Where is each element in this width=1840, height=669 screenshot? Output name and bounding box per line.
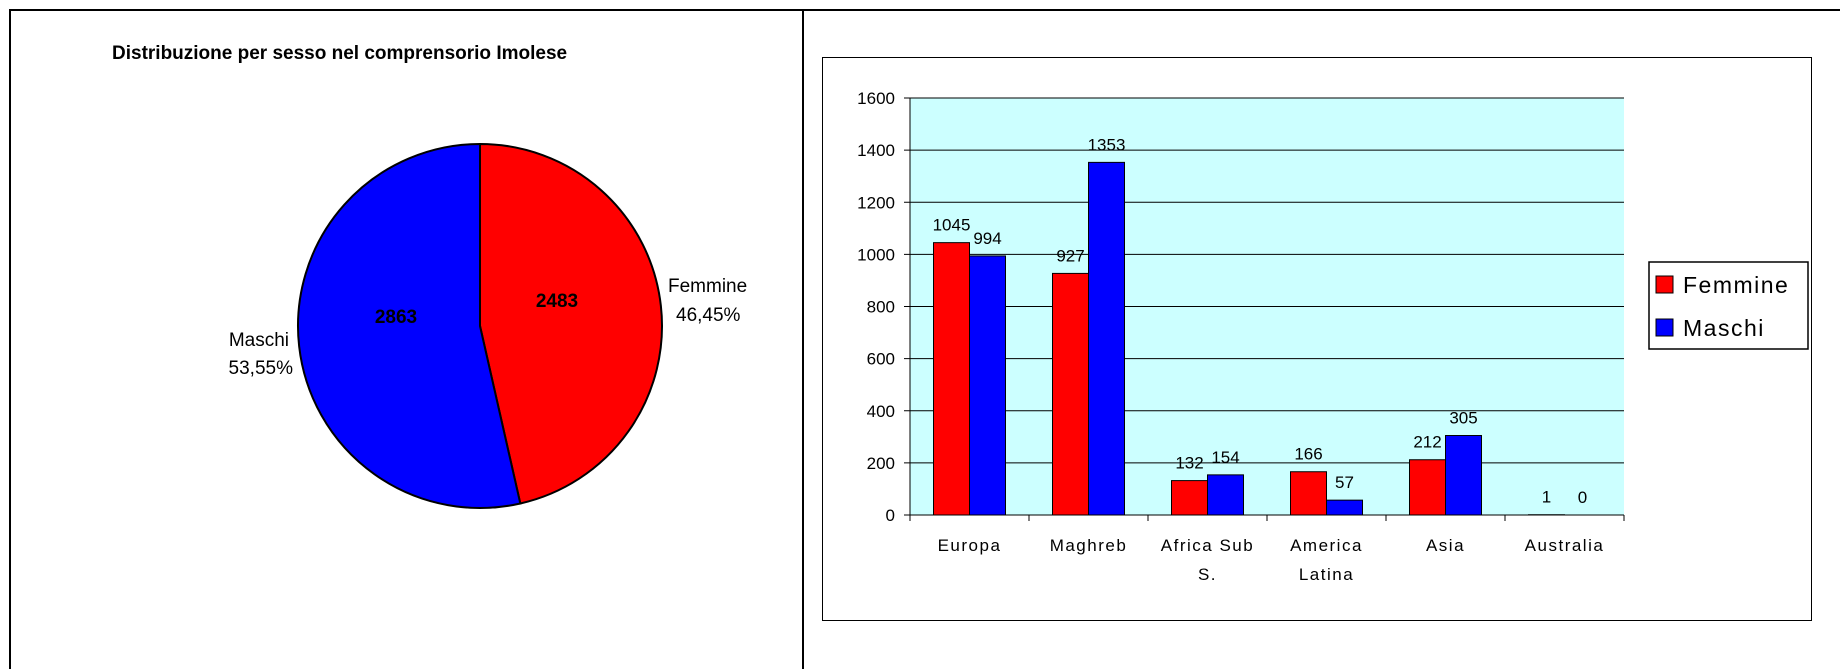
data-label-maschi: 154 (1211, 448, 1239, 467)
data-label-femmine: 1045 (933, 216, 971, 235)
data-label-maschi: 0 (1578, 488, 1587, 507)
y-tick-label: 1200 (857, 193, 895, 212)
legend: Femmine Maschi (1649, 262, 1808, 349)
x-category-label: Maghreb (1050, 536, 1128, 555)
x-category-label: Australia (1525, 536, 1605, 555)
y-tick-label: 400 (867, 402, 895, 421)
bar-femmine (1053, 273, 1089, 515)
y-tick-label: 1000 (857, 245, 895, 264)
data-label-femmine: 132 (1175, 454, 1203, 473)
legend-swatch-femmine (1656, 276, 1673, 293)
x-category-label: Europa (938, 536, 1002, 555)
data-label-maschi: 994 (973, 229, 1001, 248)
bar-femmine (1291, 472, 1327, 515)
bar-femmine (1172, 481, 1208, 515)
data-label-maschi: 1353 (1088, 135, 1126, 154)
y-tick-label: 1600 (857, 89, 895, 108)
bar-maschi (1208, 475, 1244, 515)
legend-swatch-maschi (1656, 319, 1673, 336)
bar-maschi (970, 256, 1006, 515)
y-tick-label: 1400 (857, 141, 895, 160)
x-category-label: Africa Sub (1161, 536, 1254, 555)
data-label-femmine: 927 (1056, 246, 1084, 265)
x-category-label: S. (1198, 565, 1217, 584)
x-category-label: Latina (1299, 565, 1354, 584)
legend-label-maschi: Maschi (1683, 315, 1765, 341)
data-label-femmine: 212 (1413, 433, 1441, 452)
bar-femmine (934, 243, 970, 515)
y-tick-label: 200 (867, 454, 895, 473)
bar-maschi (1446, 436, 1482, 515)
data-label-femmine: 166 (1294, 445, 1322, 464)
y-tick-label: 800 (867, 298, 895, 317)
data-label-maschi: 57 (1335, 473, 1354, 492)
bar-maschi (1089, 162, 1125, 515)
bar-femmine (1410, 460, 1446, 515)
y-tick-label: 0 (886, 506, 895, 525)
x-category-label: America (1290, 536, 1363, 555)
data-label-maschi: 305 (1449, 409, 1477, 428)
y-tick-label: 600 (867, 350, 895, 369)
bar-maschi (1327, 500, 1363, 515)
x-category-label: Asia (1426, 536, 1465, 555)
data-label-femmine: 1 (1542, 488, 1551, 507)
legend-label-femmine: Femmine (1683, 272, 1789, 298)
